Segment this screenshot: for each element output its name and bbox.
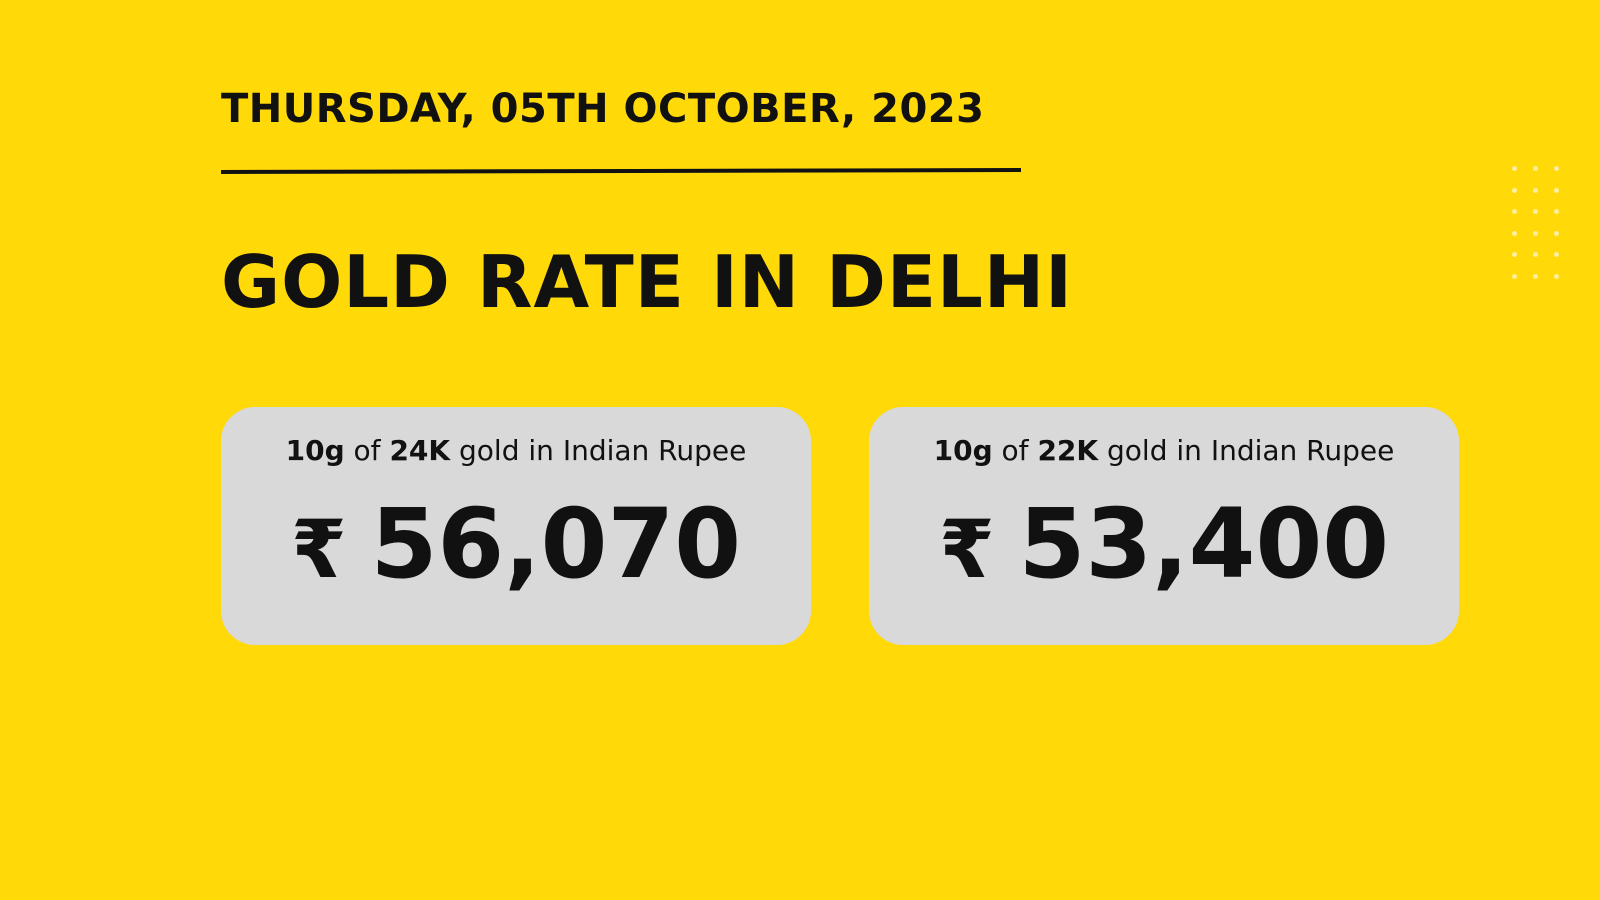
- caption-suffix: gold in Indian Rupee: [1107, 434, 1395, 467]
- purity-label: 24K: [389, 434, 451, 467]
- rate-card-22k: 10g of 22K gold in Indian Rupee ₹53,400: [869, 407, 1459, 645]
- weight-label: 10g: [933, 434, 993, 467]
- of-label: of: [1001, 434, 1029, 467]
- rate-amount: 53,400: [1018, 488, 1390, 600]
- rate-value: ₹56,070: [221, 489, 811, 605]
- rate-card-caption: 10g of 22K gold in Indian Rupee: [869, 431, 1459, 471]
- rupee-icon: ₹: [290, 503, 347, 596]
- rate-value: ₹53,400: [869, 489, 1459, 605]
- purity-label: 22K: [1037, 434, 1099, 467]
- caption-suffix: gold in Indian Rupee: [459, 434, 747, 467]
- weight-label: 10g: [285, 434, 345, 467]
- date-heading: THURSDAY, 05TH OCTOBER, 2023: [221, 86, 985, 132]
- rate-amount: 56,070: [370, 488, 742, 600]
- divider-line: [220, 168, 1022, 174]
- rupee-icon: ₹: [938, 503, 995, 596]
- dot-grid-icon: [1512, 166, 1562, 281]
- rate-card-24k: 10g of 24K gold in Indian Rupee ₹56,070: [221, 407, 811, 645]
- page-title: GOLD RATE IN DELHI: [221, 240, 1073, 324]
- rate-card-caption: 10g of 24K gold in Indian Rupee: [221, 431, 811, 471]
- of-label: of: [353, 434, 381, 467]
